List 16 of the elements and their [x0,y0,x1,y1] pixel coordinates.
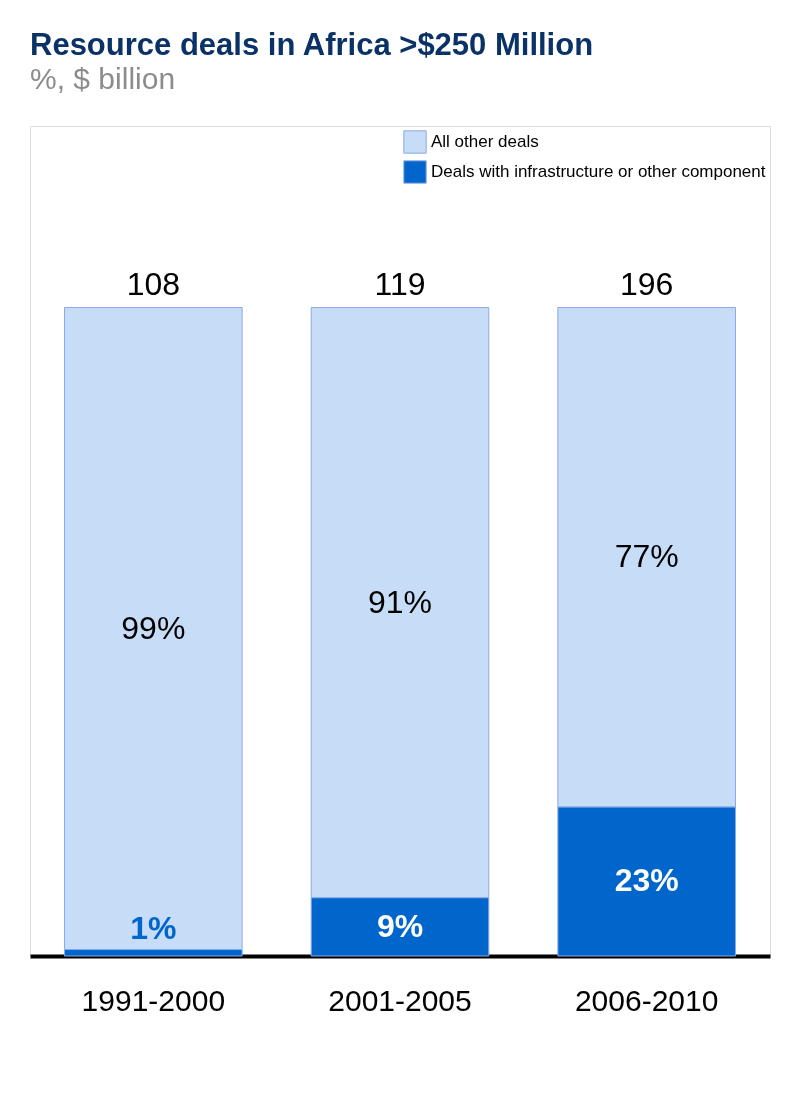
legend-label: Deals with infrastructure or other component [431,162,766,181]
data-label: 99% [121,609,186,646]
chart-subtitle: %, $ billion [30,62,176,95]
data-label: 23% [614,862,679,899]
x-tick-label: 2006-2010 [574,983,719,1017]
annotation: 108 [126,265,181,302]
data-label: 9% [376,907,424,944]
data-label: 1% [130,909,177,946]
data-label: 77% [614,538,679,575]
chart-title: Resource deals in Africa >$250 Million [30,27,594,62]
annotation: 196 [619,265,674,302]
x-tick-label: 1991-2000 [81,983,226,1017]
legend-label: All other deals [431,132,539,151]
data-label: 91% [367,583,433,620]
annotation: 119 [374,265,426,302]
x-tick-label: 2001-2005 [328,983,472,1017]
